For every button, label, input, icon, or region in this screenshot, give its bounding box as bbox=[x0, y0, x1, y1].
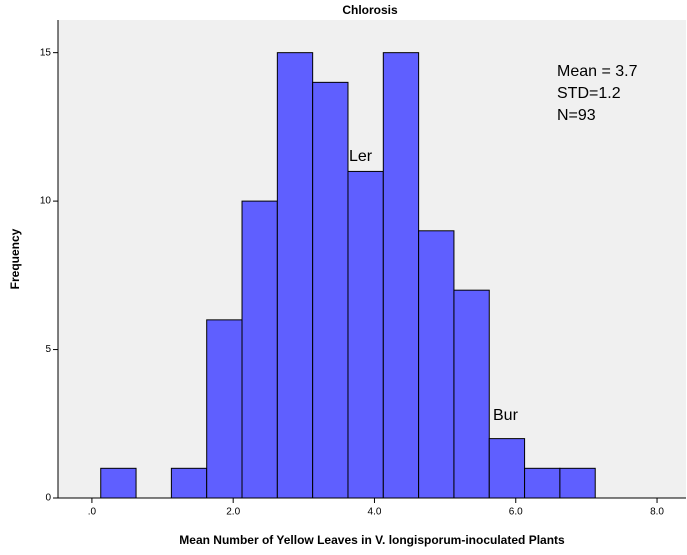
x-tick-label: 2.0 bbox=[226, 507, 240, 518]
y-axis-label: Frequency bbox=[8, 228, 22, 289]
x-tick-label: .0 bbox=[88, 507, 97, 518]
annotation: Mean = 3.7 bbox=[557, 63, 638, 80]
bar bbox=[347, 170, 384, 499]
x-axis-label: Mean Number of Yellow Leaves in V. longi… bbox=[179, 533, 565, 547]
annotation: N=93 bbox=[557, 107, 596, 124]
bar bbox=[312, 81, 349, 499]
bar bbox=[382, 52, 420, 499]
bar bbox=[170, 467, 208, 499]
annotation: Bur bbox=[493, 407, 519, 424]
bar bbox=[241, 200, 278, 499]
x-tick-label: 8.0 bbox=[650, 507, 664, 518]
bar bbox=[100, 467, 137, 499]
y-tick-label: 10 bbox=[40, 196, 52, 207]
y-tick-label: 0 bbox=[45, 493, 51, 504]
x-tick-label: 6.0 bbox=[509, 507, 523, 518]
marks: 0 5 10 15 .0 2.0 4.0 6.0 8.0 bbox=[40, 20, 686, 518]
y-tick-label: 5 bbox=[45, 344, 51, 355]
bar bbox=[453, 289, 490, 499]
bar bbox=[524, 467, 561, 499]
bar bbox=[559, 467, 596, 499]
bar bbox=[276, 52, 314, 499]
annotation: Ler bbox=[349, 148, 373, 165]
chart-title: Chlorosis bbox=[342, 3, 398, 17]
annotation: STD=1.2 bbox=[557, 85, 621, 102]
bar bbox=[206, 319, 243, 499]
bar bbox=[488, 438, 526, 499]
x-tick-label: 4.0 bbox=[368, 507, 382, 518]
bar bbox=[418, 230, 455, 499]
y-tick-label: 15 bbox=[40, 47, 52, 58]
